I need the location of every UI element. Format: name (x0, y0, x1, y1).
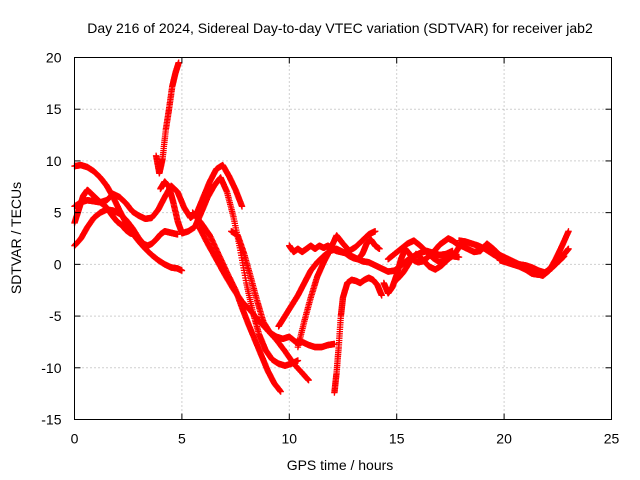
x-tick-label: 15 (389, 431, 405, 447)
y-axis-label: SDTVAR / TECUs (8, 182, 24, 294)
series-arc-11 (294, 228, 379, 351)
y-tick-label: 5 (54, 205, 62, 221)
data-point (178, 267, 186, 274)
data-point (565, 245, 572, 252)
y-tick-label: 20 (46, 50, 62, 66)
y-tick-label: -15 (41, 412, 61, 428)
series-arc-16 (393, 240, 465, 284)
x-tick-label: 10 (282, 431, 298, 447)
series-arc-7 (189, 209, 284, 395)
x-axis-label: GPS time / hours (287, 457, 394, 473)
data-point (376, 245, 383, 252)
chart-title: Day 216 of 2024, Sidereal Day-to-day VTE… (87, 20, 593, 36)
data-point (135, 235, 143, 242)
data-point (277, 388, 284, 395)
data-point (372, 228, 379, 235)
series-arc-19 (496, 245, 572, 278)
series-arc-4 (71, 206, 143, 249)
series-arc-9 (228, 228, 338, 351)
y-tick-label: 15 (46, 101, 62, 117)
x-tick-label: 25 (604, 431, 620, 447)
series-arc-12 (286, 236, 383, 263)
y-tick-label: -10 (41, 360, 61, 376)
data-point (175, 59, 182, 66)
data-series (71, 59, 572, 396)
x-tick-label: 5 (178, 431, 186, 447)
data-point (305, 377, 312, 384)
series-arc-1 (71, 161, 186, 274)
data-point (455, 253, 463, 261)
data-point (331, 340, 338, 348)
data-point (378, 292, 385, 299)
series-arc-8 (195, 223, 312, 384)
data-point (174, 231, 181, 238)
data-point (238, 203, 246, 210)
data-point (565, 228, 572, 235)
x-tick-label: 0 (71, 431, 79, 447)
y-tick-label: -5 (49, 308, 62, 324)
x-tick-label: 20 (496, 431, 512, 447)
series-arc-5 (152, 59, 182, 177)
y-tick-label: 10 (46, 153, 62, 169)
plot-frame (74, 57, 612, 420)
data-point (294, 357, 302, 364)
series-arc-13 (331, 274, 385, 396)
axes: 0 5 10 15 20 25 -15 -10 -5 0 5 10 15 20 (41, 50, 619, 447)
y-tick-label: 0 (54, 256, 62, 272)
